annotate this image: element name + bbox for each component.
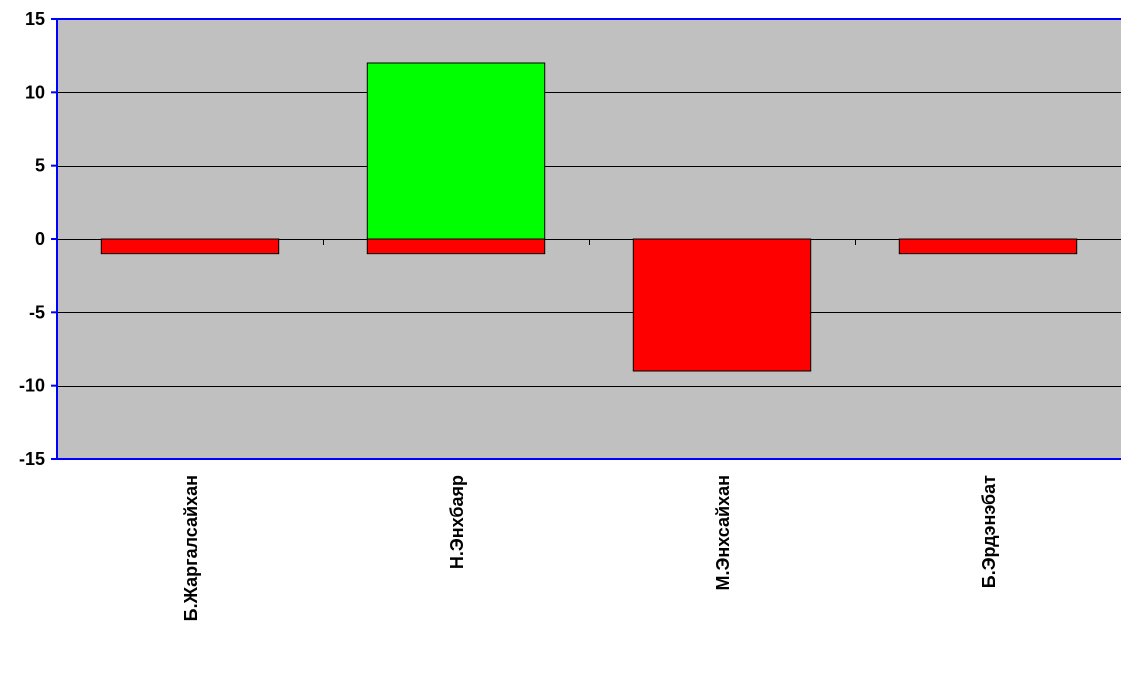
bar	[367, 239, 544, 254]
category-labels: Б.Жаргалсайхан Н.Энхбаяр М.Энхсайхан Б.Эрдэ…	[181, 475, 999, 622]
category-label: Б.Жаргалсайхан	[181, 475, 201, 621]
y-tick-label: 0	[35, 229, 45, 249]
category-label: Б.Эрдэнэбат	[979, 475, 999, 588]
y-tick-label: -15	[19, 449, 45, 469]
bar	[101, 239, 278, 254]
bar	[367, 63, 544, 239]
bar	[633, 239, 810, 371]
y-tick-label: 5	[35, 156, 45, 176]
y-tick-label: 15	[25, 9, 45, 29]
y-tick-label: 10	[25, 82, 45, 102]
y-tick-label: -10	[19, 376, 45, 396]
y-tick-labels: 15 10 5 0 -5 -10 -15	[19, 9, 57, 469]
y-tick-label: -5	[29, 302, 45, 322]
category-label: Н.Энхбаяр	[447, 475, 467, 569]
category-label: М.Энхсайхан	[713, 475, 733, 590]
bar	[899, 239, 1076, 254]
